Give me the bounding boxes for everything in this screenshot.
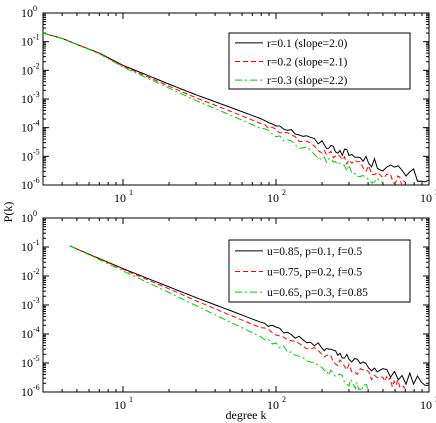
bottom-panel: 10110210310010-110-210-310-410-510-6u=0.…: [21, 209, 436, 412]
legend-entry: r=0.3 (slope=2.2): [267, 75, 348, 87]
legend-entry: u=0.85, p=0.1, f=0.5: [267, 246, 362, 258]
y-tick-label: 10: [21, 298, 33, 312]
x-tick-exponent: 2: [282, 395, 286, 404]
legend-entry: u=0.65, p=0.3, f=0.85: [267, 287, 368, 299]
y-tick-label: 10: [21, 356, 33, 370]
x-tick-label: 10: [420, 191, 432, 205]
y-tick-label: 10: [21, 269, 33, 283]
y-tick-label: 10: [21, 327, 33, 341]
top-panel: 10110210310010-110-210-310-410-510-6r=0.…: [21, 4, 436, 205]
y-axis-label: P(k): [1, 202, 15, 223]
y-tick-label: 10: [21, 121, 33, 135]
y-tick-exponent: -3: [33, 90, 40, 99]
y-tick-label: 10: [21, 178, 33, 192]
y-tick-label: 10: [21, 385, 33, 399]
y-tick-exponent: -5: [33, 147, 40, 156]
series-line: [69, 245, 406, 390]
series-line: [43, 32, 384, 184]
x-tick-exponent: 2: [282, 188, 286, 197]
y-tick-label: 10: [21, 211, 33, 225]
y-tick-label: 10: [21, 6, 33, 20]
y-tick-exponent: -6: [33, 176, 40, 185]
y-tick-exponent: -4: [33, 325, 40, 334]
y-tick-exponent: -3: [33, 296, 40, 305]
y-tick-exponent: -2: [33, 61, 40, 70]
series-line: [69, 245, 369, 392]
x-axis-label: degree k: [226, 408, 267, 422]
x-tick-exponent: 1: [129, 395, 133, 404]
y-tick-label: 10: [21, 240, 33, 254]
y-tick-exponent: 0: [33, 209, 37, 218]
y-tick-exponent: -5: [33, 354, 40, 363]
x-tick-label: 10: [114, 191, 126, 205]
x-tick-label: 10: [267, 398, 279, 412]
x-tick-exponent: 1: [129, 188, 133, 197]
y-tick-exponent: -6: [33, 383, 40, 392]
legend-entry: r=0.2 (slope=2.1): [267, 57, 348, 69]
legend-entry: r=0.1 (slope=2.0): [267, 38, 348, 50]
y-tick-exponent: -1: [33, 238, 40, 247]
y-tick-label: 10: [21, 35, 33, 49]
y-tick-exponent: 0: [33, 4, 37, 13]
x-tick-label: 10: [420, 398, 432, 412]
x-tick-label: 10: [114, 398, 126, 412]
y-tick-exponent: -4: [33, 119, 40, 128]
y-tick-exponent: -1: [33, 33, 40, 42]
y-tick-exponent: -2: [33, 267, 40, 276]
y-tick-label: 10: [21, 63, 33, 77]
legend-entry: u=0.75, p=0.2, f=0.5: [267, 267, 362, 279]
y-tick-label: 10: [21, 149, 33, 163]
y-tick-label: 10: [21, 92, 33, 106]
x-tick-label: 10: [267, 191, 279, 205]
